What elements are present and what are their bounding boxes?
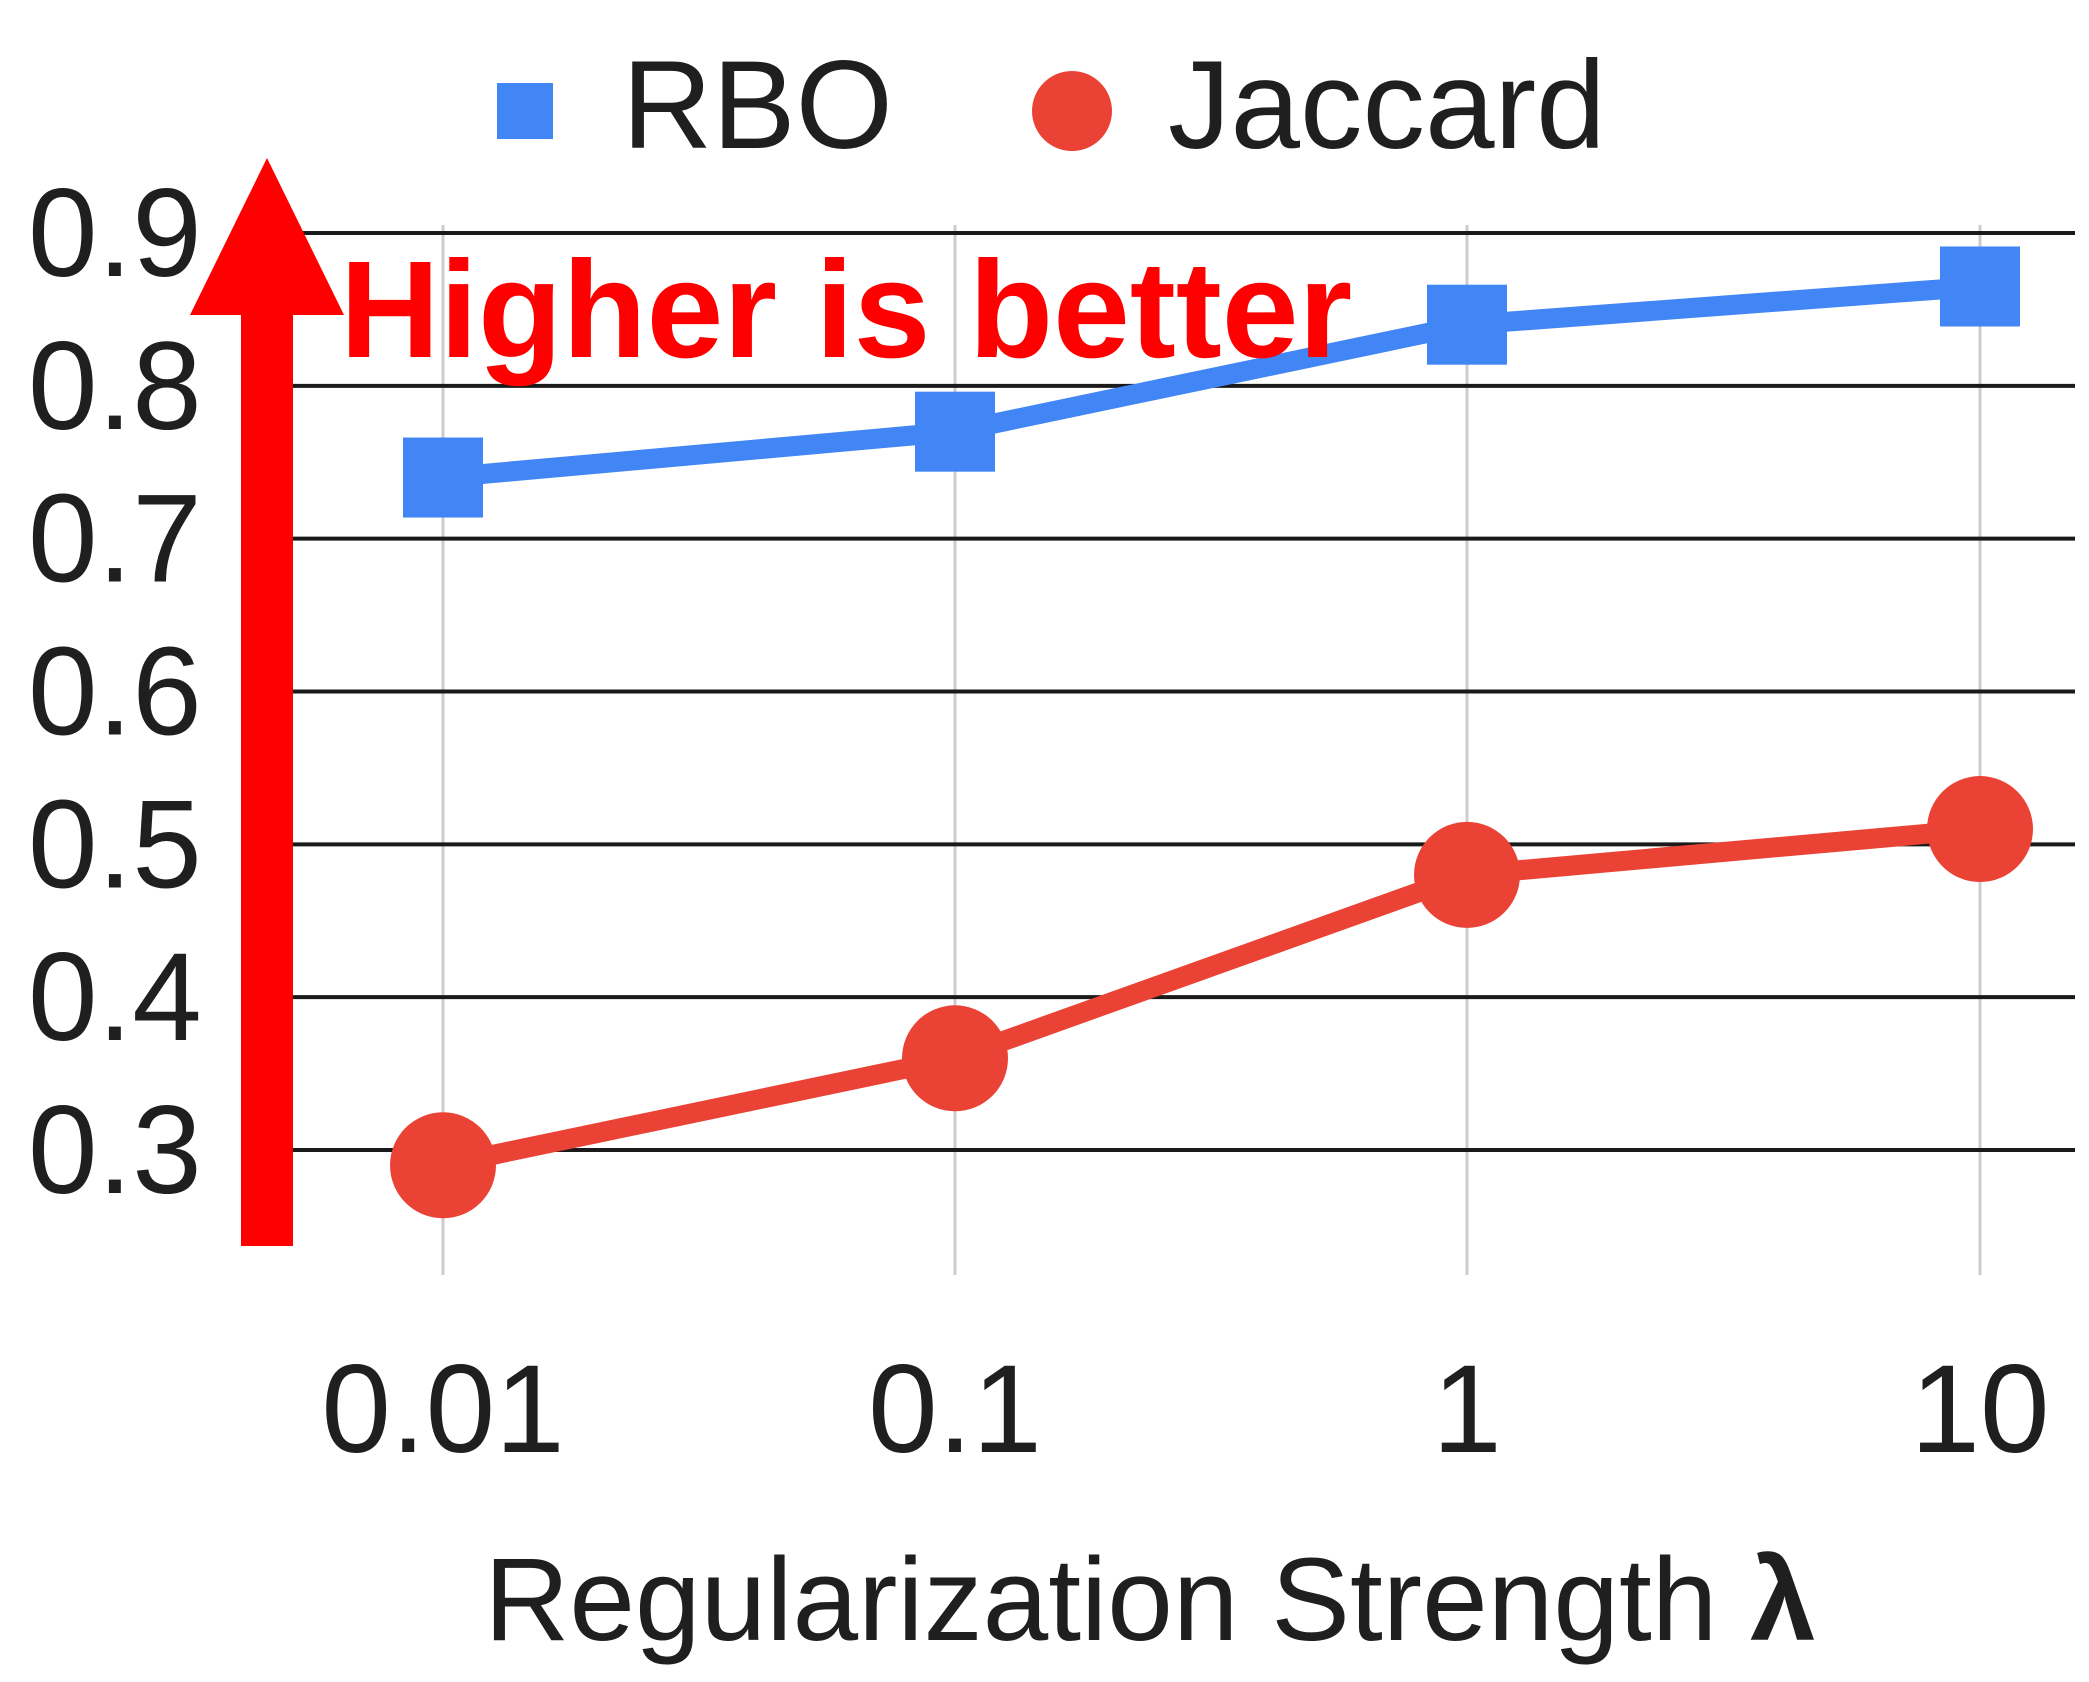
data-point-jaccard-0.01 (390, 1112, 496, 1219)
annotation-arrow-shaft (241, 300, 293, 1246)
series-line-jaccard (433, 819, 1990, 1176)
series-rbo (403, 246, 2020, 518)
x-tick-label: 10 (1910, 1340, 2049, 1479)
y-tick-label: 0.5 (28, 775, 202, 914)
x-tick-label: 1 (1432, 1340, 1502, 1479)
data-point-rbo-0.01 (403, 437, 483, 518)
data-point-jaccard-10 (1927, 776, 2033, 883)
data-point-jaccard-1 (1414, 821, 1520, 928)
x-axis-label-text: Regularization Strength (484, 1534, 1750, 1666)
legend-marker-jaccard (1032, 71, 1112, 151)
y-tick-label: 0.6 (28, 623, 202, 762)
data-point-jaccard-0.1 (902, 1005, 1008, 1112)
legend-marker-rbo (497, 83, 553, 139)
x-tick-label: 0.01 (321, 1340, 564, 1479)
series-line-rbo (433, 276, 1990, 488)
legend-label-jaccard: Jaccard (1168, 36, 1606, 175)
series-group (390, 246, 2033, 1219)
legend-label-rbo: RBO (622, 36, 893, 175)
y-tick-label: 0.8 (28, 317, 202, 456)
y-axis-ticks: 0.3 0.4 0.50.6 0.7 0.8 0.9 (28, 164, 202, 1220)
annotation-text: Higher is better (340, 233, 1352, 387)
data-point-rbo-0.1 (915, 391, 995, 472)
annotation-arrow (190, 158, 344, 1246)
legend: RBO Jaccard (497, 36, 1606, 175)
annotation-arrow-head (190, 158, 344, 315)
x-tick-label: 0.1 (868, 1340, 1042, 1479)
y-tick-label: 0.7 (28, 470, 202, 609)
y-tick-label: 0.3 (28, 1081, 202, 1220)
x-axis-ticks: 0.01 0.1 1 10 (321, 1340, 2049, 1479)
x-axis-label-symbol: λ (1750, 1534, 1816, 1666)
x-axis-label: Regularization Strength λ (484, 1534, 1816, 1666)
data-point-rbo-1 (1427, 284, 1507, 365)
y-tick-label: 0.9 (28, 164, 202, 303)
series-jaccard (390, 776, 2033, 1219)
y-tick-label: 0.4 (28, 928, 202, 1067)
data-point-rbo-10 (1940, 246, 2020, 327)
